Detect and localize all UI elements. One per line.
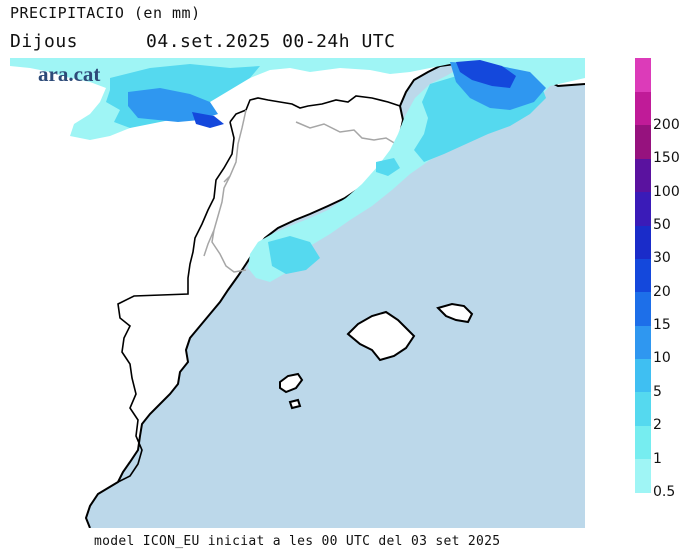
island-mallorca	[346, 310, 416, 362]
island-ibiza	[279, 372, 304, 394]
model-info-footer: model ICON_EU iniciat a les 00 UTC del 0…	[94, 534, 501, 549]
precip-moderate-area	[106, 64, 546, 274]
colorbar-segment	[635, 58, 651, 92]
colorbar-segment	[635, 425, 651, 460]
forecast-period: Dijous 04.set.2025 00-24h UTC	[10, 31, 396, 52]
colorbar-label: 10	[653, 350, 671, 367]
land-area	[10, 58, 585, 528]
colorbar-label: 15	[653, 317, 671, 334]
colorbar-label: 30	[653, 250, 671, 267]
island-menorca	[436, 302, 474, 324]
colorbar-segment	[635, 191, 651, 226]
precipitation-map	[10, 58, 585, 528]
colorbar-segment	[635, 158, 651, 193]
western-border	[117, 121, 235, 483]
colorbar-label: 5	[653, 383, 662, 400]
colorbar-segment	[635, 291, 651, 326]
colorbar-label: 150	[653, 150, 680, 167]
northern-border	[229, 95, 401, 123]
colorbar-segment	[635, 391, 651, 426]
colorbar-label: 0.5	[653, 484, 676, 500]
colorbar-label: 50	[653, 216, 671, 233]
colorbar-segment	[635, 358, 651, 393]
colorbar-segment	[635, 258, 651, 293]
colorbar-label: 200	[653, 116, 680, 133]
regional-border	[203, 109, 397, 273]
precip-intense-area	[192, 60, 516, 128]
map-canvas	[10, 58, 585, 528]
colorbar-segment	[635, 91, 651, 126]
island-formentera	[288, 398, 302, 410]
colorbar-segment	[635, 124, 651, 159]
colorbar-label: 100	[653, 183, 680, 200]
colorbar-label: 1	[653, 450, 662, 467]
colorbar-segment	[635, 224, 651, 259]
colorbar-label: 20	[653, 283, 671, 300]
colorbar-label: 2	[653, 417, 662, 434]
colorbar-segment	[635, 325, 651, 360]
map-title: PRECIPITACIO (en mm)	[10, 4, 201, 22]
colorbar-segment	[635, 458, 651, 493]
precipitation-colorbar	[635, 58, 651, 493]
ara-cat-logo: ara.cat	[38, 62, 101, 86]
